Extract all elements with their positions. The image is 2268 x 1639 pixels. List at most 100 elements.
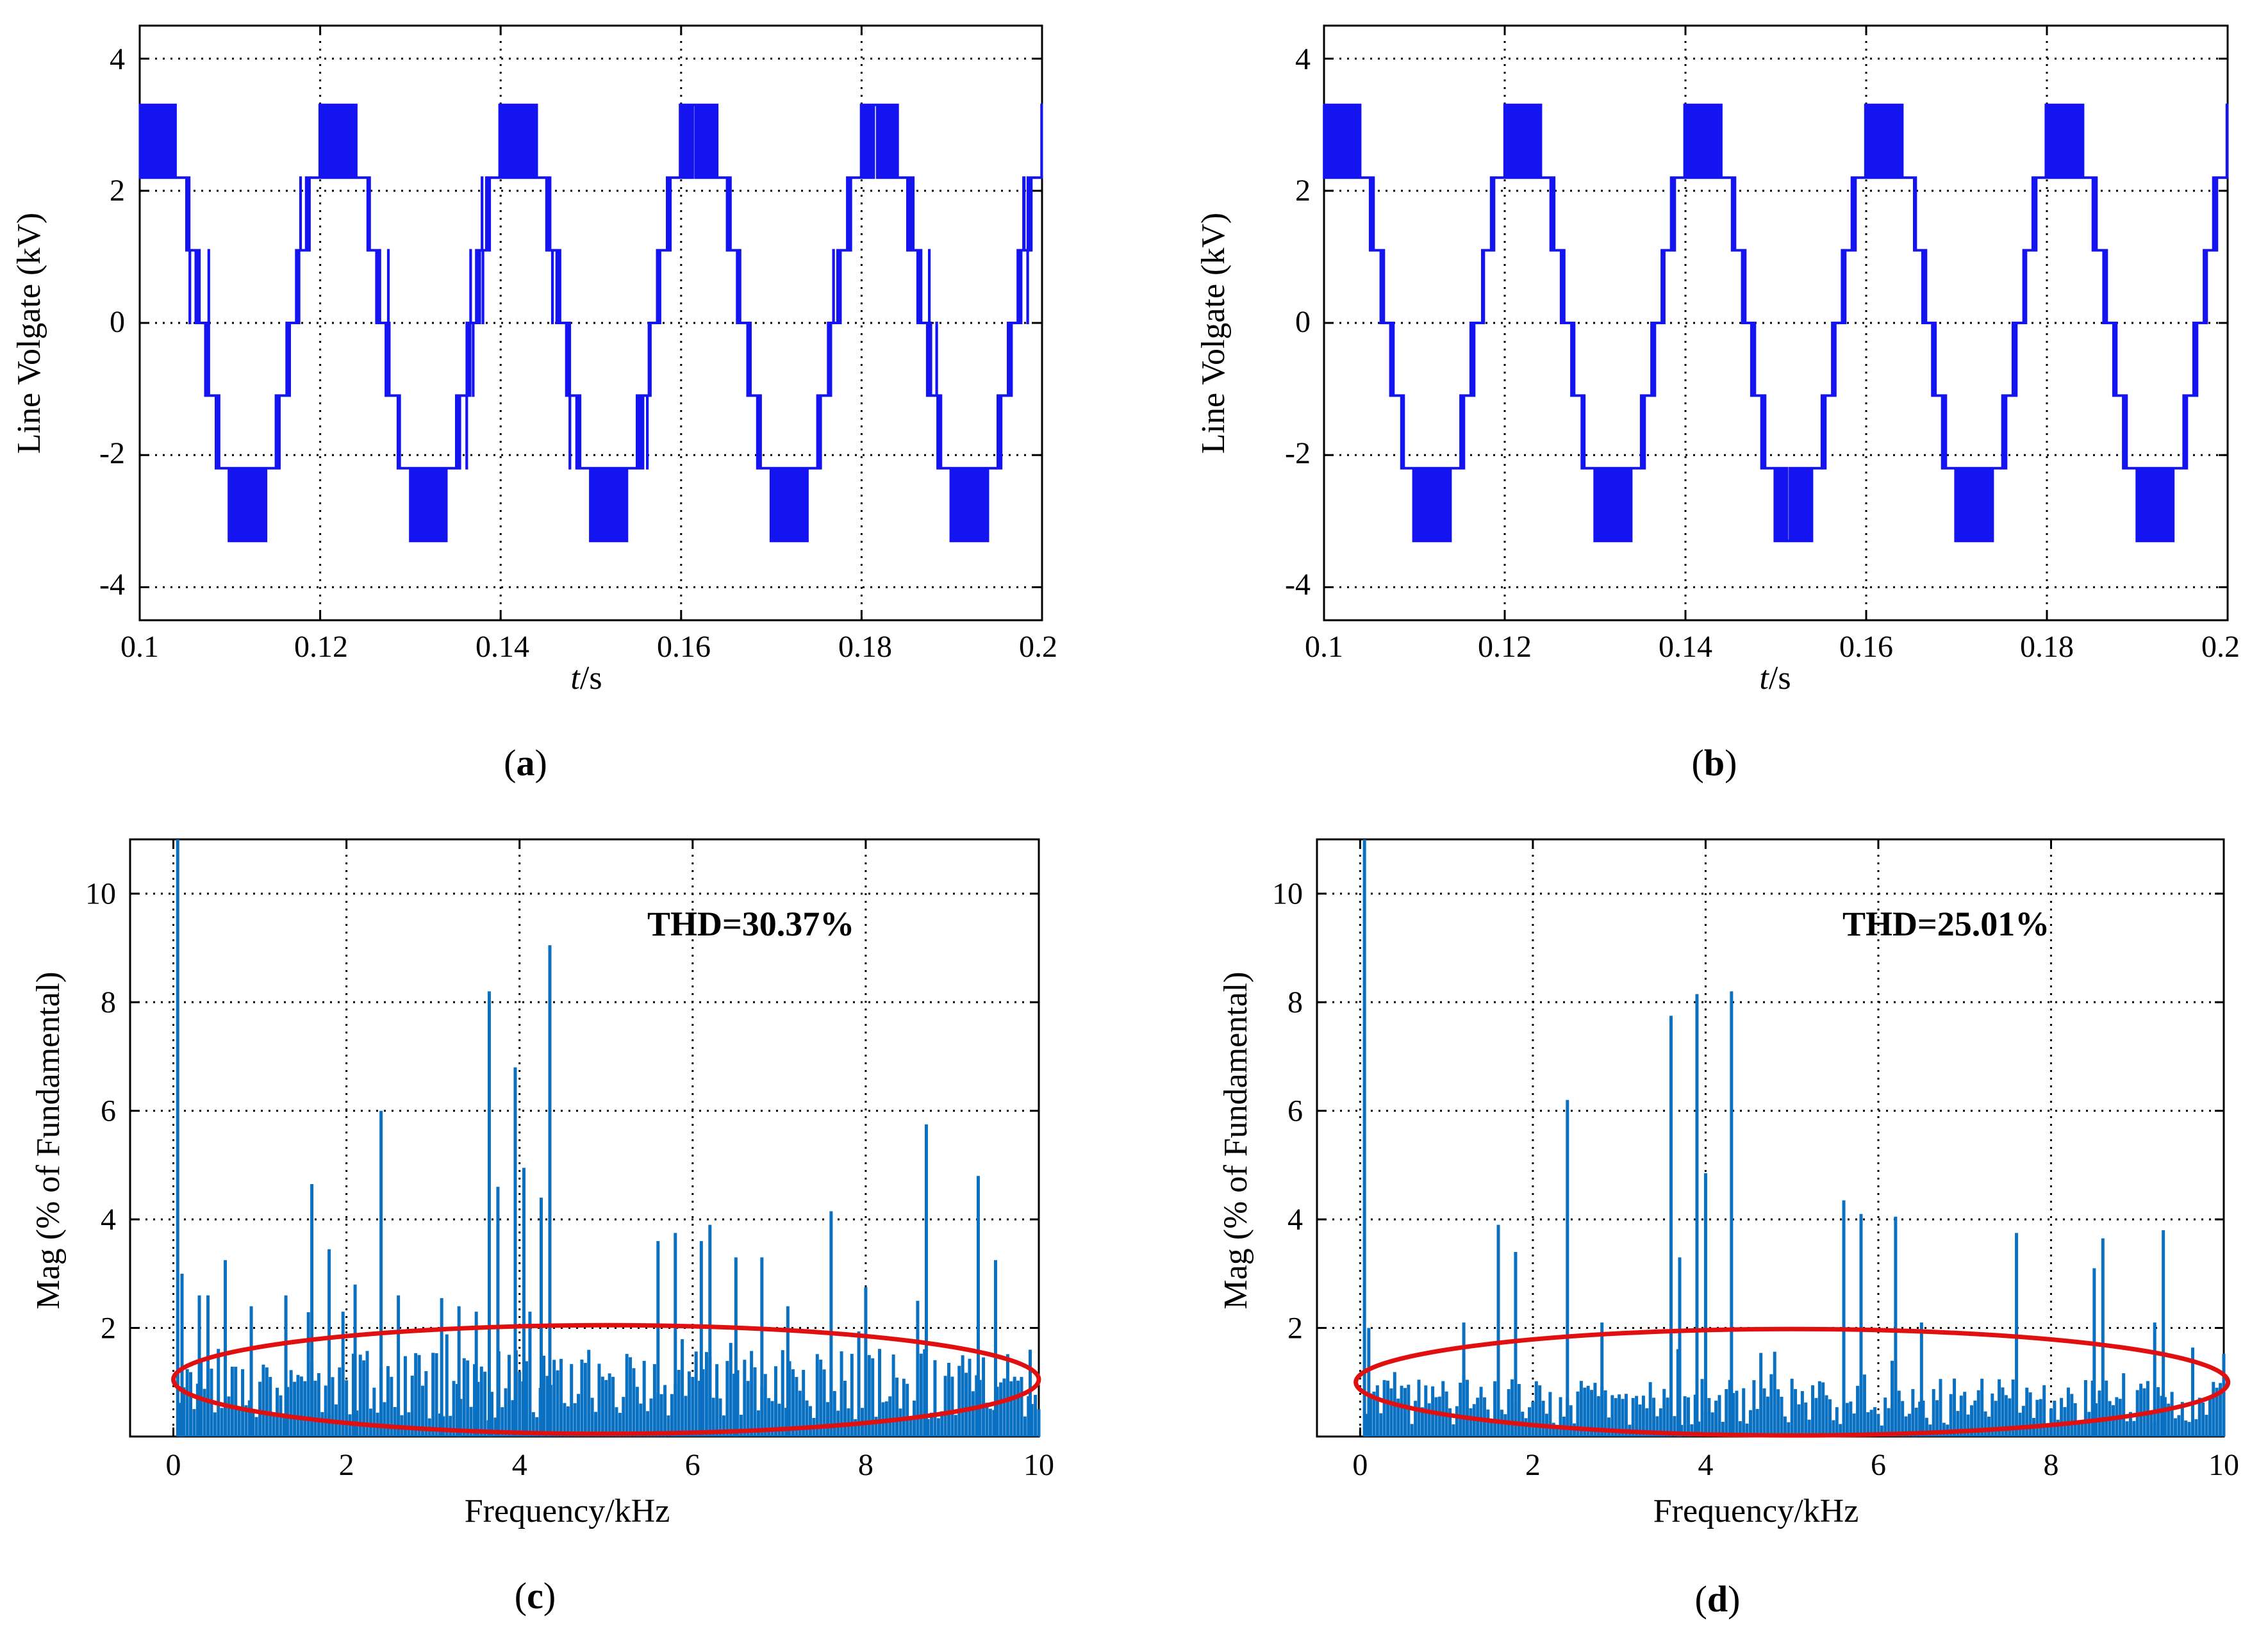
spectrum-bar — [483, 1371, 487, 1437]
ytick-label: 0 — [1295, 305, 1311, 339]
spectrum-bar — [840, 1351, 843, 1437]
spectrum-bar — [2039, 1399, 2042, 1437]
spectrum-bar — [615, 1407, 618, 1437]
spectrum-bar — [1856, 1385, 1860, 1437]
spectrum-bar — [1037, 1409, 1041, 1437]
spectrum-peak-bar — [976, 1176, 980, 1437]
spectrum-bar — [265, 1367, 269, 1437]
spectrum-bar — [1983, 1411, 1987, 1437]
spectrum-peak-bar — [1028, 1349, 1032, 1437]
spectrum-bar — [1569, 1405, 1573, 1437]
spectrum-bar — [1596, 1396, 1600, 1437]
spectrum-bar — [237, 1408, 241, 1437]
spectrum-bar — [652, 1364, 656, 1437]
spectrum-bar — [2025, 1387, 2029, 1437]
yticks-c: 10 8 6 4 2 — [85, 877, 116, 1346]
spectrum-bar — [1901, 1401, 1905, 1437]
spectrum-peak-bar — [760, 1257, 764, 1437]
spectrum-bar — [964, 1372, 968, 1437]
spectrum-bar — [1427, 1403, 1431, 1437]
ytick-label: 2 — [101, 1312, 116, 1346]
spectrum-bar — [798, 1390, 802, 1437]
spectrum-bar — [493, 1417, 497, 1437]
spectrum-peak-bar — [1678, 1257, 1682, 1437]
spectrum-bar — [2190, 1347, 2194, 1437]
ytick-label: 6 — [101, 1094, 116, 1128]
spectrum-bar — [1742, 1388, 1746, 1437]
spectrum-bar — [906, 1383, 909, 1437]
spectrum-bar — [1873, 1407, 1877, 1437]
spectrum-bar — [272, 1414, 276, 1437]
spectrum-bar — [320, 1412, 324, 1437]
spectrum-bar — [1776, 1389, 1780, 1437]
highlight-ellipse — [1353, 1326, 2231, 1438]
spectrum-bar — [535, 1417, 539, 1437]
spectrum-bar — [1953, 1378, 1957, 1437]
spectrum-bar — [891, 1354, 895, 1437]
spectrum-bar — [1534, 1381, 1538, 1437]
spectrum-peak-bar — [1496, 1224, 1500, 1437]
spectrum-bar — [244, 1405, 248, 1437]
spectrum-bar — [2222, 1353, 2226, 1437]
spectrum-bar — [230, 1367, 234, 1437]
spectrum-bar — [1911, 1388, 1915, 1437]
thd-annotation-d: THD=25.01% — [1842, 905, 2049, 943]
spectrum-bar — [1507, 1389, 1511, 1437]
spectrum-bar — [479, 1366, 483, 1437]
spectrum-bar — [639, 1403, 643, 1437]
spectrum-bar — [469, 1406, 473, 1437]
spectrum-bar — [1732, 1393, 1735, 1437]
spectrum-bar — [1973, 1400, 1977, 1437]
spectrum-bar — [306, 1312, 310, 1437]
spectrum-bar — [1493, 1381, 1497, 1437]
spectrum-bar — [189, 1372, 193, 1437]
spectrum-peak-bar — [1462, 1322, 1466, 1437]
spectrum-bar — [1949, 1394, 1953, 1437]
spectrum-bar — [542, 1355, 546, 1437]
spectrum-bar — [819, 1359, 823, 1437]
spectrum-bar — [1583, 1387, 1587, 1437]
ytick-label: 10 — [85, 877, 116, 911]
spectrum-bar — [1811, 1385, 1815, 1437]
spectrum-bar — [1783, 1416, 1787, 1437]
ytick-label: -4 — [1285, 568, 1311, 602]
spectrum-bar — [1034, 1395, 1038, 1437]
spectrum-bar — [2187, 1422, 2191, 1437]
spectrum-bar — [2090, 1380, 2094, 1437]
spectrum-bar — [583, 1363, 587, 1437]
spectrum-bar — [995, 1387, 999, 1437]
spectrum-bar — [1441, 1381, 1445, 1437]
spectrum-bar — [2073, 1403, 2077, 1437]
spectrum-bar — [455, 1383, 459, 1437]
spectrum-bar — [1548, 1392, 1552, 1437]
spectrum-bar — [1690, 1424, 1694, 1437]
spectrum-bar — [1935, 1400, 1939, 1437]
spectrum-bar — [368, 1408, 372, 1437]
xtick-label: 8 — [2043, 1448, 2058, 1482]
spectrum-bar — [1914, 1408, 1918, 1437]
spectrum-peak-bar — [539, 1198, 543, 1437]
spectrum-bar — [1552, 1422, 1555, 1437]
spectrum-bar — [1797, 1404, 1801, 1437]
spectrum-bar — [832, 1391, 836, 1437]
spectrum-peak-bar — [548, 945, 552, 1437]
spectrum-bar — [677, 1369, 681, 1437]
spectrum-bar — [1673, 1416, 1676, 1437]
spectrum-bar — [2056, 1419, 2060, 1437]
spectrum-bar — [1924, 1417, 1928, 1437]
spectrum-bar — [704, 1352, 708, 1437]
spectrum-bar — [781, 1350, 784, 1437]
spectrum-bar — [1835, 1407, 1839, 1437]
spectrum-bar — [1586, 1385, 1590, 1437]
spectrum-bar — [999, 1382, 1003, 1437]
spectrum-peak-bar — [1703, 1173, 1707, 1437]
spectrum-bar — [691, 1376, 695, 1437]
spectrum-bar — [1959, 1396, 1963, 1437]
spectrum-bar — [1648, 1382, 1652, 1437]
spectrum-peak-bar — [1669, 1016, 1673, 1437]
spectrum-bar — [871, 1358, 875, 1437]
ylabel-a: Line Volgate (kV) — [11, 213, 47, 454]
spectrum-bar — [1524, 1418, 1528, 1437]
spectrum-bar — [992, 1410, 996, 1437]
spectrum-bar — [898, 1408, 902, 1437]
